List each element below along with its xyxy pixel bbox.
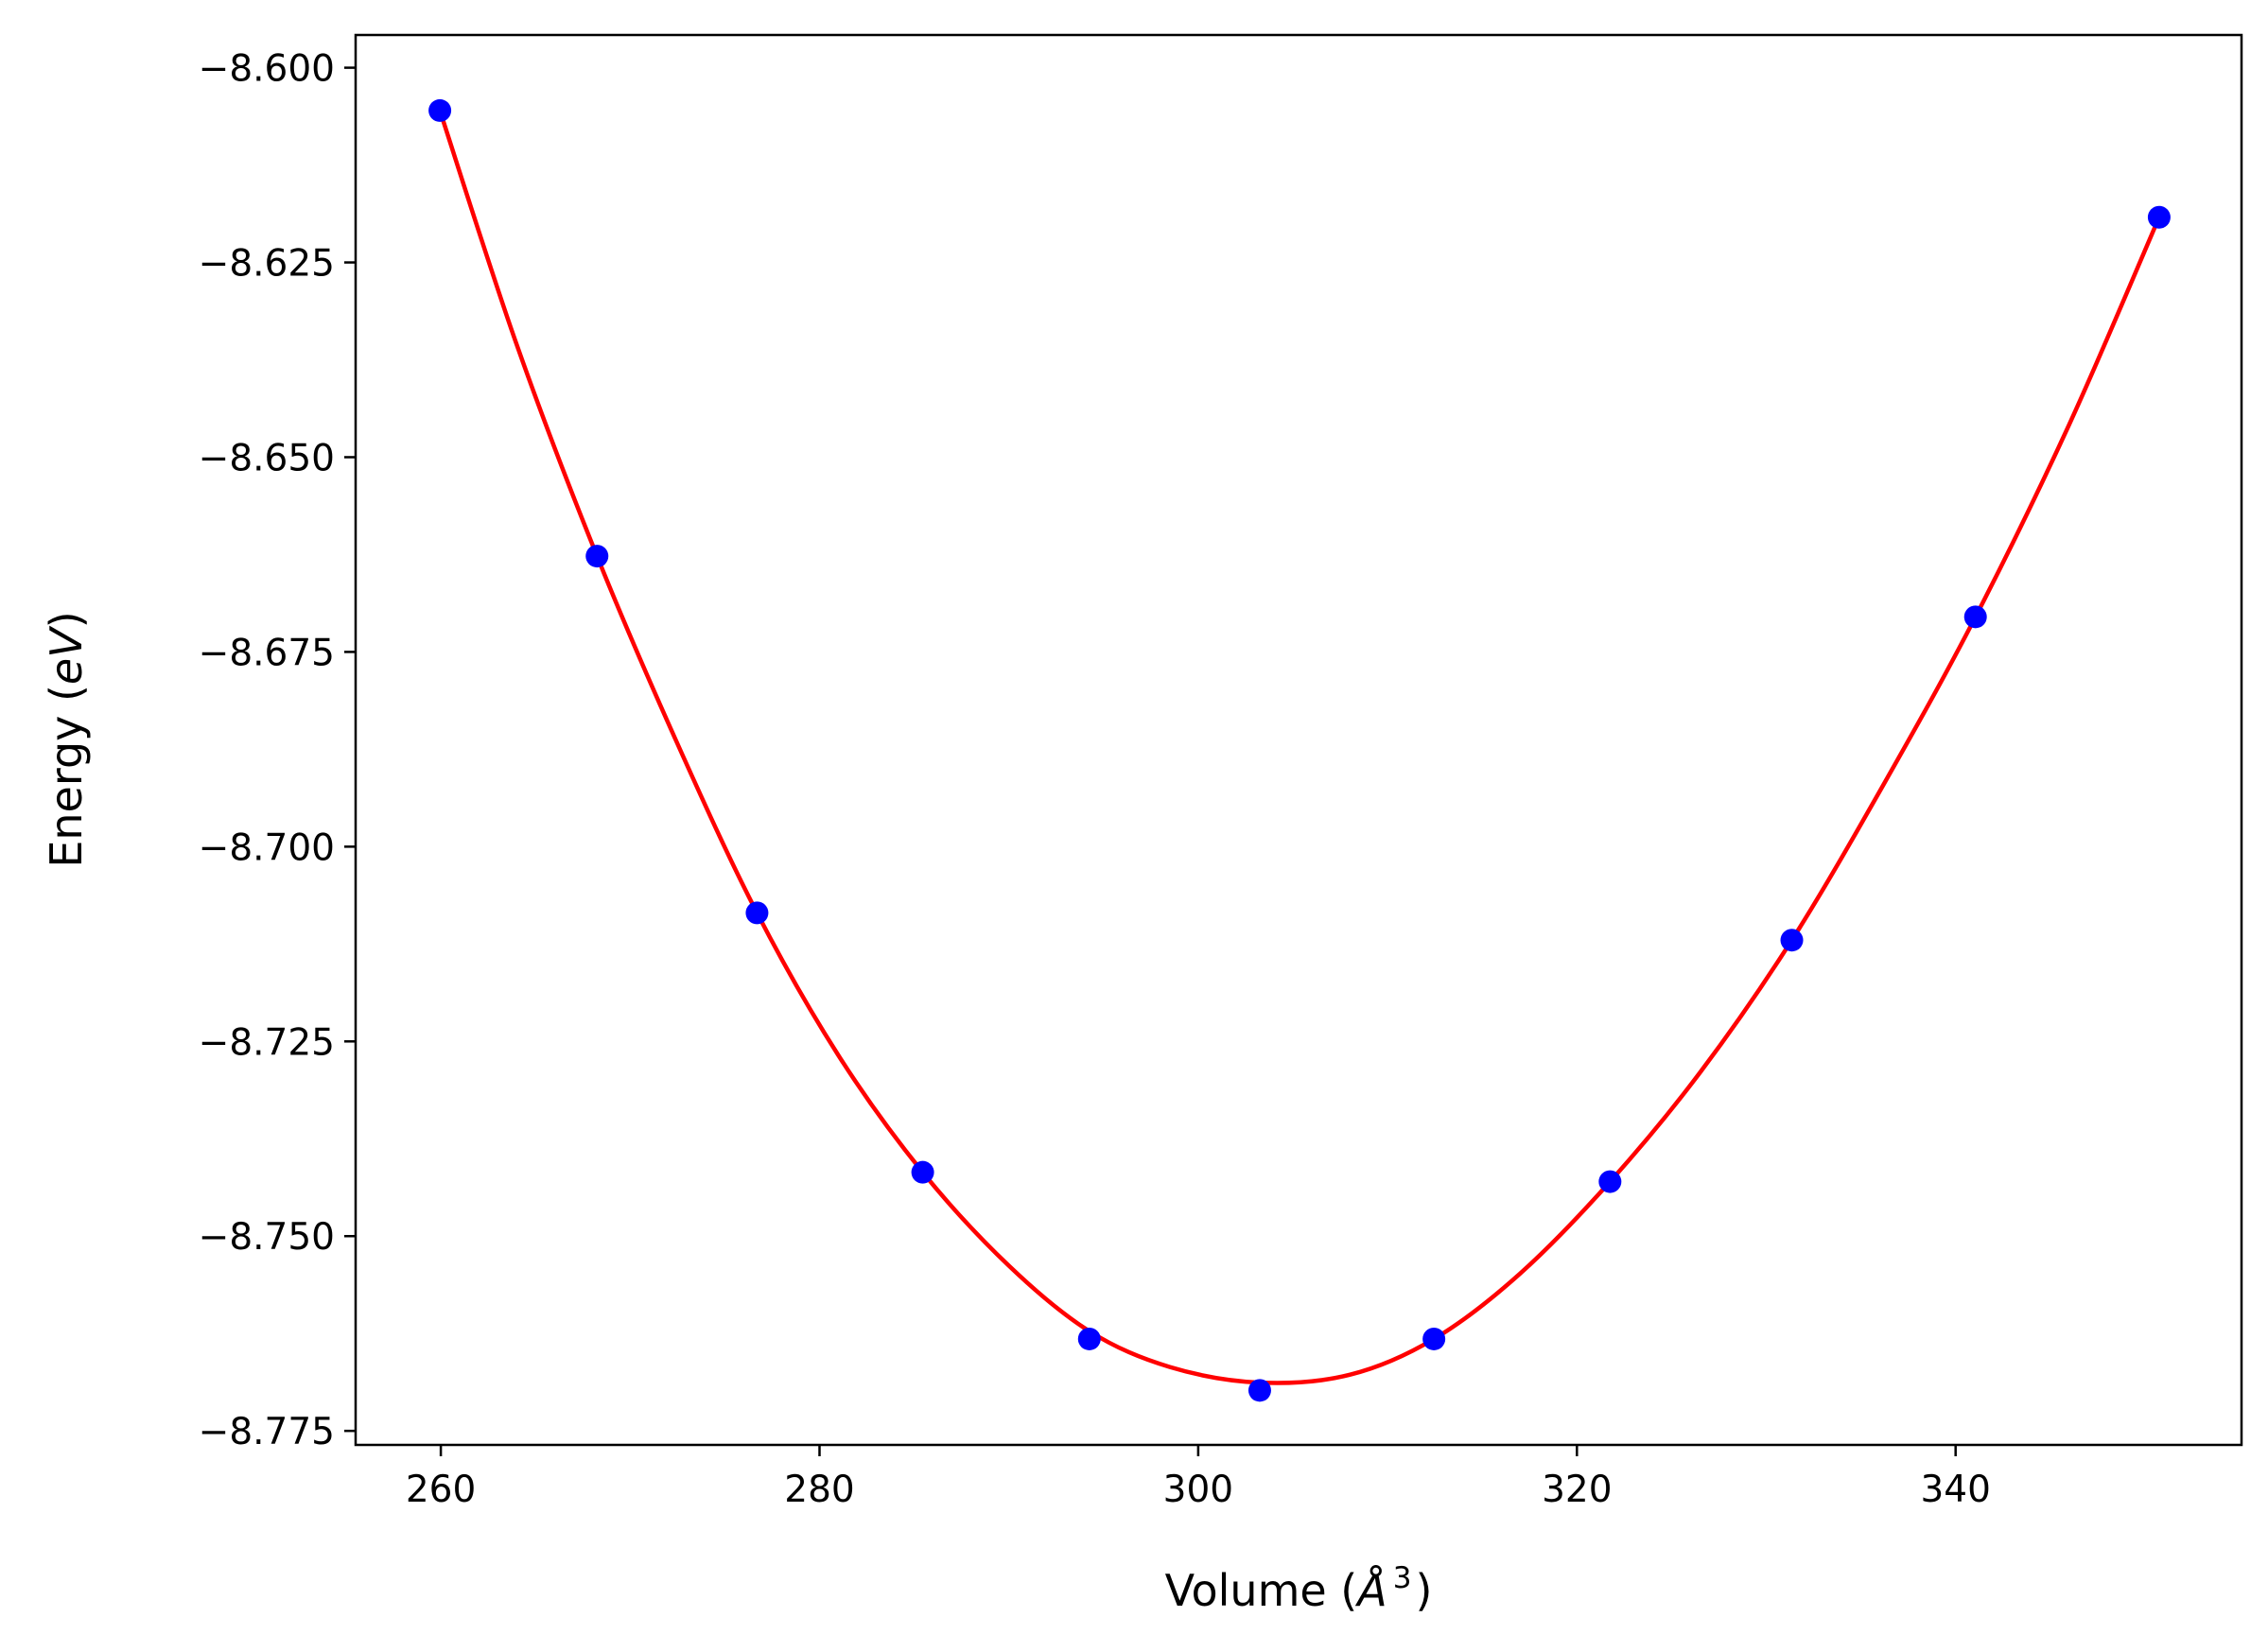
y-tick-label: −8.750 (199, 1216, 335, 1259)
x-tick-label: 300 (1163, 1469, 1233, 1511)
y-tick-label: −8.700 (199, 826, 335, 869)
y-tick-label: −8.775 (199, 1411, 335, 1453)
data-point (745, 901, 769, 925)
x-tick-label: 320 (1542, 1469, 1612, 1511)
x-axis-label: Volume (Å 3) (1165, 1561, 1433, 1616)
x-axis-label-symbol: Å (1354, 1565, 1387, 1616)
y-axis-label-suffix: ) (41, 611, 92, 628)
x-tick-label: 340 (1920, 1469, 1990, 1511)
x-tick-label: 280 (784, 1469, 854, 1511)
data-point (1780, 929, 1804, 952)
data-point (1247, 1379, 1271, 1402)
data-point (1963, 605, 1987, 629)
y-tick-label: −8.725 (199, 1021, 335, 1064)
y-axis-label-unit: eV (41, 625, 92, 685)
y-axis-label: Energy (eV) (41, 611, 92, 867)
plot-frame (354, 33, 2243, 1447)
y-tick-label: −8.600 (199, 48, 335, 91)
x-axis-label-exponent: 3 (1393, 1561, 1412, 1595)
y-axis-label-prefix: Energy ( (41, 685, 92, 868)
data-point (1598, 1170, 1622, 1193)
data-point (1077, 1327, 1101, 1350)
data-point (911, 1160, 934, 1184)
data-point (2147, 205, 2171, 229)
data-points-layer (428, 98, 2171, 1402)
x-tick-label: 260 (406, 1469, 476, 1511)
data-point (428, 98, 452, 122)
y-tick-label: −8.650 (199, 437, 335, 479)
x-axis-label-suffix: ) (1415, 1565, 1432, 1616)
plot-area (356, 35, 2242, 1445)
y-axis-ticks: −8.600 −8.625 −8.650 −8.675 −8.700 −8.725 −8.7… (199, 48, 356, 1453)
y-tick-label: −8.625 (199, 243, 335, 286)
x-axis-label-prefix: Volume ( (1165, 1565, 1358, 1616)
x-axis-ticks: 260 280 300 320 340 (406, 1445, 1991, 1511)
data-point (585, 545, 609, 568)
y-tick-label: −8.675 (199, 632, 335, 674)
data-point (1422, 1327, 1446, 1350)
